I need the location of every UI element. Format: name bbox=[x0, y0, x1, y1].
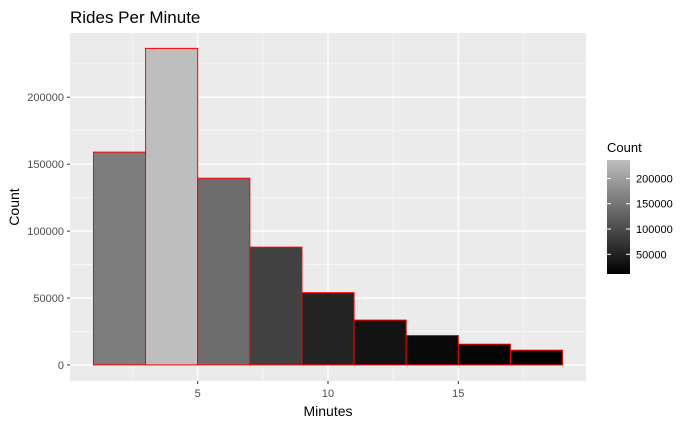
y-tick-label: 150000 bbox=[27, 159, 64, 171]
legend-tick-label: 200000 bbox=[636, 173, 673, 185]
x-tick-label: 5 bbox=[195, 388, 201, 400]
y-axis-ticks: 0 50000 100000 150000 200000 bbox=[27, 92, 70, 372]
legend-title: Count bbox=[607, 140, 642, 155]
histogram-bar bbox=[457, 343, 511, 366]
y-tick-label: 100000 bbox=[27, 226, 64, 238]
legend-tick-label: 150000 bbox=[636, 199, 673, 211]
x-tick-label: 15 bbox=[452, 388, 464, 400]
y-tick-label: 0 bbox=[58, 360, 64, 372]
y-tick-label: 50000 bbox=[33, 293, 64, 305]
histogram-bar bbox=[405, 334, 459, 366]
legend-tick-label: 50000 bbox=[636, 249, 667, 261]
histogram-bar bbox=[92, 151, 147, 366]
y-tick-label: 200000 bbox=[27, 92, 64, 104]
histogram-bar bbox=[145, 47, 199, 366]
legend-colorbar bbox=[607, 160, 630, 274]
legend-tick-label: 100000 bbox=[636, 224, 673, 236]
histogram-bar bbox=[197, 177, 251, 366]
histogram-bars bbox=[92, 47, 564, 366]
y-axis-title: Count bbox=[6, 188, 22, 225]
histogram-bar bbox=[509, 349, 564, 366]
histogram-bar bbox=[353, 319, 407, 366]
x-tick-label: 10 bbox=[322, 388, 334, 400]
legend-ticks: 50000 100000 150000 200000 bbox=[607, 173, 673, 261]
chart-title: Rides Per Minute bbox=[70, 8, 200, 27]
histogram-bar bbox=[249, 246, 303, 366]
histogram-bar bbox=[301, 292, 355, 366]
color-legend: Count 50000 100000 150000 200000 bbox=[607, 140, 673, 274]
x-axis-ticks: 5 10 15 bbox=[195, 381, 464, 400]
x-axis-title: Minutes bbox=[303, 403, 352, 419]
